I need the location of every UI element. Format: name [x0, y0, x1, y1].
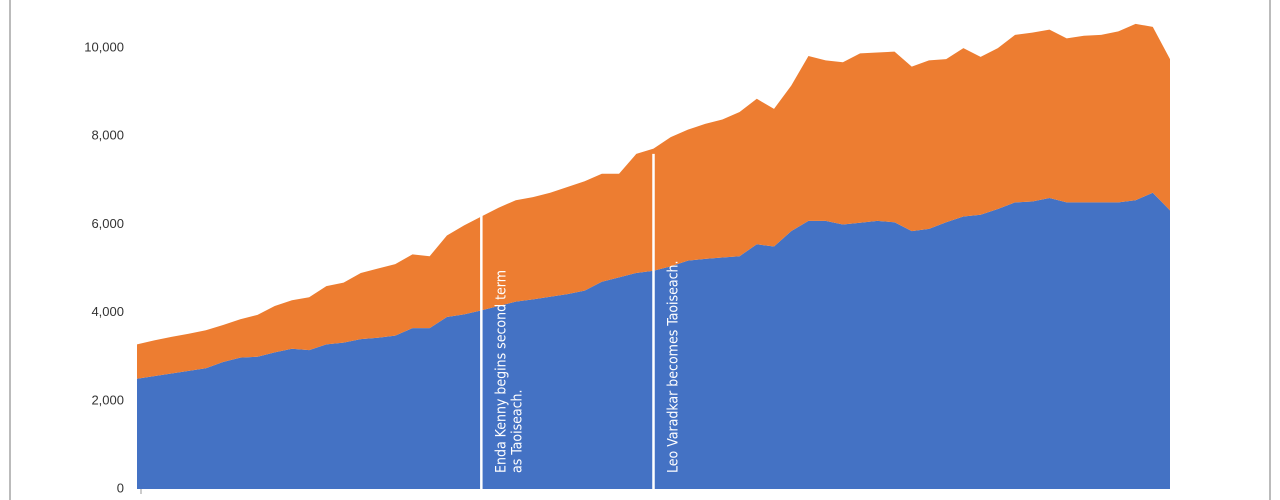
annotation: Leo Varadkar becomes Taoiseach. [666, 261, 682, 474]
y-tick-label: 4,000 [91, 304, 124, 319]
annotation: Enda Kenny begins second term as Taoiseac… [493, 270, 525, 473]
y-tick-label: 8,000 [91, 128, 124, 143]
y-tick-label: 6,000 [91, 216, 124, 231]
annotation-text: Leo Varadkar becomes Taoiseach. [666, 261, 682, 474]
y-tick-label: 2,000 [91, 392, 124, 407]
annotation-text: Enda Kenny begins second term [493, 270, 509, 473]
annotation-text: as Taoiseach. [509, 389, 525, 473]
y-tick-label: 0 [117, 480, 124, 495]
y-tick-label: 10,000 [84, 40, 124, 55]
frame [9, 0, 1271, 500]
